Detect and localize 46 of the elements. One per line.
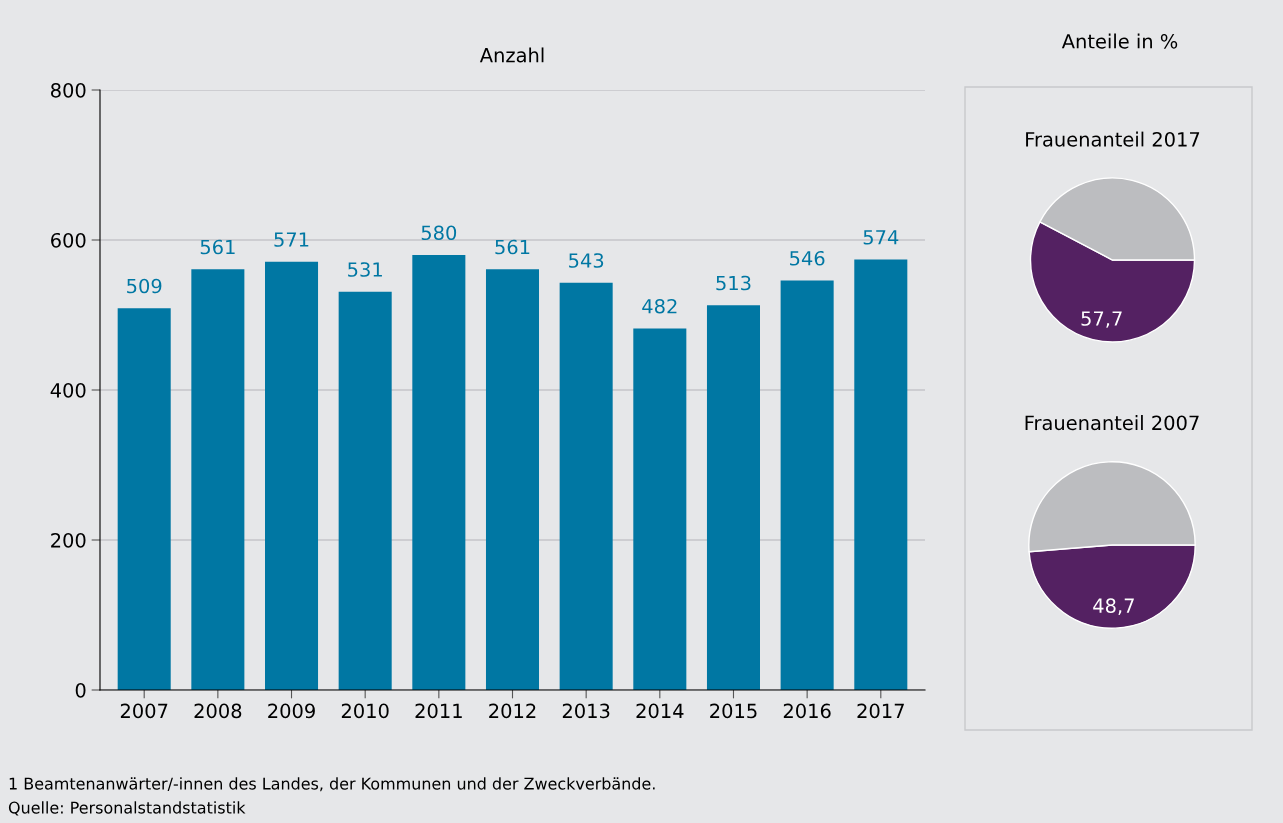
y-tick-label: 200: [51, 532, 86, 548]
data-label: 513: [716, 275, 751, 291]
data-label: 509: [127, 278, 162, 294]
bar: [780, 280, 834, 690]
x-tick-label: 2017: [857, 703, 904, 719]
data-label: 561: [495, 239, 530, 255]
x-tick-label: 2010: [341, 703, 389, 719]
bar: [485, 269, 540, 690]
bar: [633, 328, 687, 690]
x-tick-label: 2016: [783, 703, 831, 719]
bar: [854, 259, 908, 690]
text: 1 Beamtenanwärter/-innen des Landes, der Kommunen und der Zweckverbände.: [9, 777, 655, 792]
y-tick-label: 600: [51, 232, 86, 248]
x-tick-label: 2008: [194, 703, 242, 719]
data-label: 561: [200, 239, 235, 255]
bar: [117, 308, 171, 690]
data-label: 574: [863, 230, 899, 245]
y-tick-label: 400: [50, 382, 86, 398]
bar: [412, 255, 466, 690]
x-tick-label: 2009: [268, 703, 315, 719]
x-tick-label: 2013: [562, 703, 610, 719]
y-tick-label: 800: [51, 82, 86, 98]
x-tick-label: 2007: [120, 703, 168, 719]
data-label: 48,7: [1093, 598, 1134, 615]
x-tick-label: 2012: [489, 703, 536, 719]
data-label: 531: [348, 262, 382, 277]
data-label: 57,7: [1081, 311, 1122, 328]
x-tick-label: 2011: [415, 703, 462, 719]
data-label: 571: [274, 232, 309, 247]
bar: [338, 291, 392, 690]
text: Anteile in %: [1061, 33, 1178, 49]
y-tick-label: 0: [75, 682, 86, 698]
bar: [559, 282, 613, 690]
data-label: 543: [569, 253, 604, 268]
x-tick-label: 2015: [710, 703, 757, 719]
bar: [265, 261, 319, 690]
bar: [706, 305, 760, 690]
x-tick-label: 2014: [636, 703, 684, 719]
data-label: 546: [790, 250, 825, 266]
data-label: 580: [421, 225, 457, 241]
chart-title: Frauenanteil 2017: [1026, 131, 1200, 147]
source-note: Quelle: Personalstandstatistik: [8, 801, 246, 816]
chart-title: Frauenanteil 2007: [1025, 415, 1199, 431]
chart-title: Anzahl: [479, 47, 544, 63]
data-label: 482: [642, 298, 677, 314]
bar: [191, 269, 245, 690]
